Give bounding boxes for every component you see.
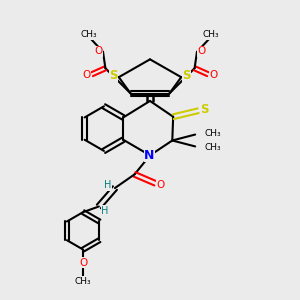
Text: S: S [109, 69, 118, 82]
Text: CH₃: CH₃ [81, 31, 98, 40]
Text: O: O [209, 70, 218, 80]
Text: CH₃: CH₃ [205, 129, 221, 138]
Text: CH₃: CH₃ [75, 277, 92, 286]
Text: O: O [157, 180, 165, 190]
Text: H: H [101, 206, 109, 216]
Text: O: O [197, 46, 206, 56]
Text: O: O [82, 70, 91, 80]
Text: H: H [104, 180, 111, 190]
Text: S: S [200, 103, 209, 116]
Text: CH₃: CH₃ [202, 31, 219, 40]
Text: N: N [144, 149, 154, 162]
Text: O: O [94, 46, 103, 56]
Text: CH₃: CH₃ [205, 143, 221, 152]
Text: S: S [182, 69, 191, 82]
Text: O: O [79, 258, 87, 268]
